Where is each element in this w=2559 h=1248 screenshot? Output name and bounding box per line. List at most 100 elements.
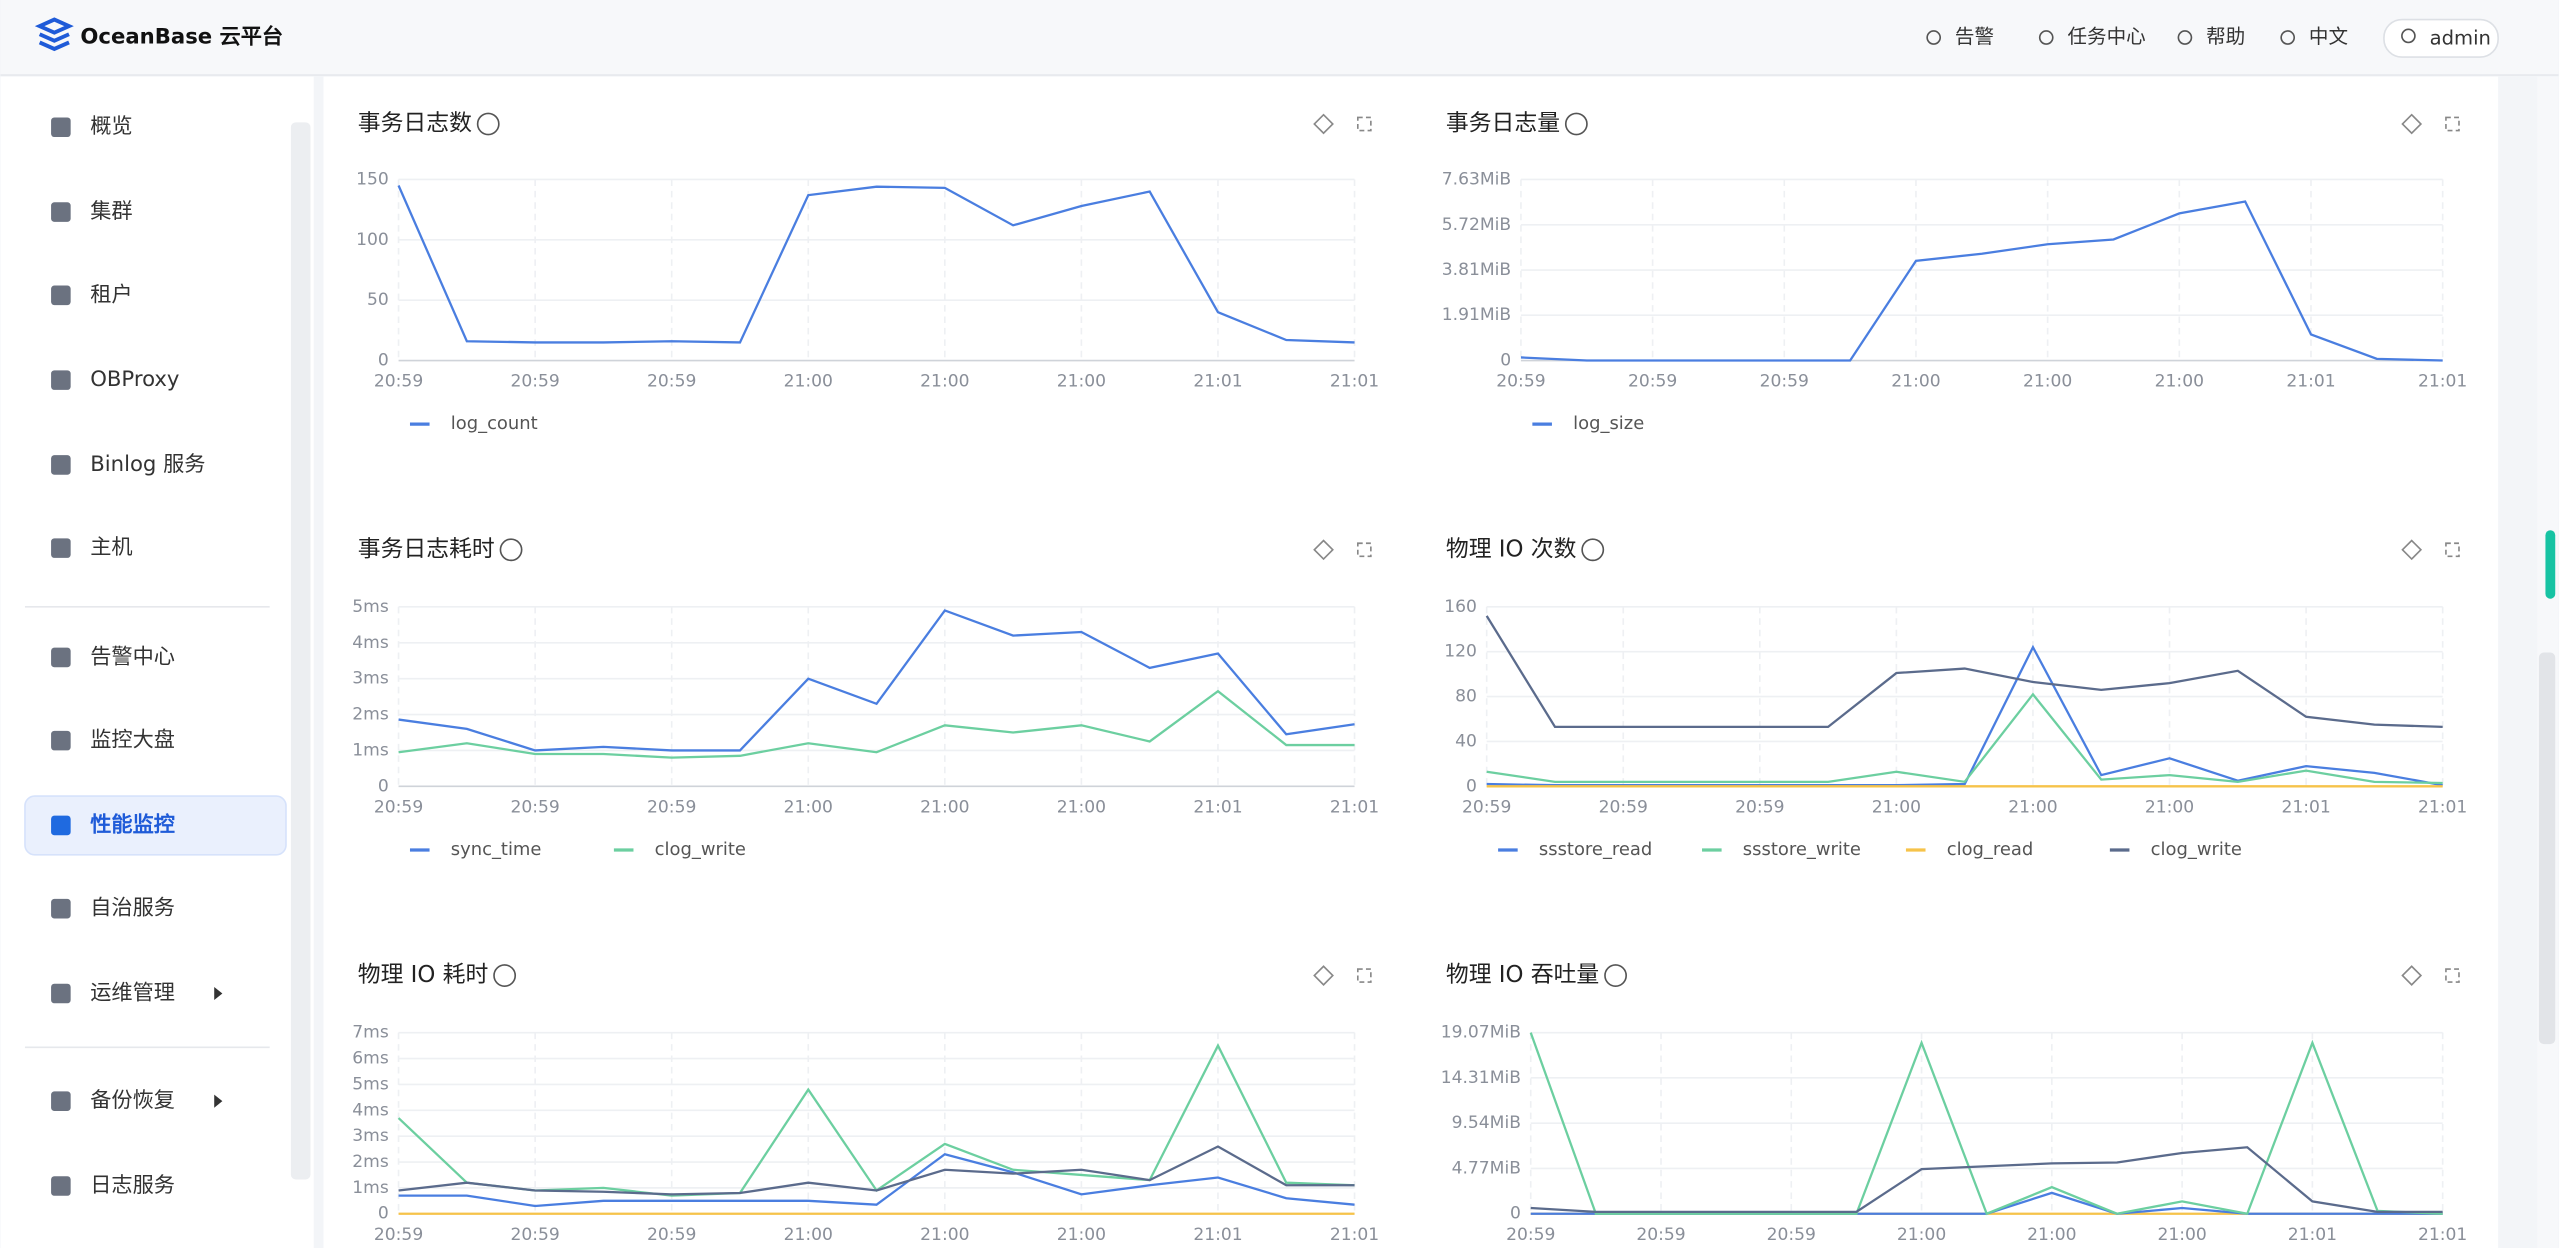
legend-item[interactable]: clog_write bbox=[613, 839, 746, 860]
x-tick-label: 21:00 bbox=[1057, 798, 1106, 818]
header-action[interactable]: 任务中心 bbox=[2038, 25, 2146, 48]
fullscreen-icon[interactable] bbox=[2445, 116, 2460, 132]
nav-icon bbox=[51, 1176, 71, 1196]
legend-label: log_size bbox=[1573, 413, 1644, 434]
drag-icon[interactable] bbox=[2401, 965, 2423, 986]
nav-label: 日志服务 bbox=[90, 1172, 175, 1197]
nav-item[interactable]: 日志服务 bbox=[51, 1172, 175, 1197]
legend-label: ssstore_write bbox=[1743, 839, 1861, 860]
logo[interactable]: OceanBase 云平台 bbox=[34, 17, 283, 52]
y-tick-label: 5.72MiB bbox=[1442, 215, 1511, 235]
legend-label: clog_read bbox=[1947, 839, 2034, 860]
x-tick-label: 21:00 bbox=[1897, 1225, 1946, 1245]
series-line bbox=[398, 1152, 1355, 1208]
x-tick-label: 20:59 bbox=[647, 798, 696, 818]
nav-icon bbox=[51, 117, 71, 138]
side-tab[interactable] bbox=[2545, 530, 2556, 599]
y-tick-label: 100 bbox=[356, 230, 389, 250]
y-tick-label: 1ms bbox=[352, 1178, 389, 1198]
nav-label: 租户 bbox=[90, 281, 132, 306]
y-tick-label: 0 bbox=[1500, 351, 1511, 371]
legend-item[interactable]: sync_time bbox=[409, 839, 542, 860]
help-icon[interactable] bbox=[493, 964, 517, 987]
y-tick-label: 9.54MiB bbox=[1452, 1113, 1521, 1133]
y-tick-label: 80 bbox=[1455, 687, 1477, 707]
help-icon[interactable] bbox=[476, 112, 500, 136]
legend-label: sync_time bbox=[451, 839, 542, 860]
y-tick-label: 0 bbox=[1510, 1204, 1521, 1224]
nav-item[interactable]: OBProxy bbox=[51, 366, 179, 391]
action-label: 告警 bbox=[1955, 25, 1994, 48]
action-icon bbox=[2038, 30, 2054, 45]
nav-item[interactable]: 概览 bbox=[51, 113, 133, 138]
fullscreen-icon[interactable] bbox=[1356, 116, 1372, 132]
nav-icon bbox=[51, 285, 71, 306]
nav-label: Binlog 服务 bbox=[90, 451, 205, 476]
legend-item[interactable]: ssstore_write bbox=[1702, 839, 1861, 860]
fullscreen-icon[interactable] bbox=[2445, 968, 2460, 983]
nav-label: 性能监控 bbox=[90, 811, 175, 836]
x-tick-label: 21:00 bbox=[2023, 372, 2072, 392]
chart: 物理 IO 耗时 0 1ms 2ms 3ms 4ms 5ms 6ms 7ms 20:59 20:59… bbox=[352, 962, 1379, 1245]
x-tick-label: 21:00 bbox=[784, 372, 833, 392]
y-tick-label: 5ms bbox=[352, 597, 389, 617]
nav-label: 运维管理 bbox=[90, 980, 175, 1005]
legend-item[interactable]: clog_read bbox=[1905, 839, 2034, 860]
legend-item[interactable]: log_count bbox=[409, 413, 538, 434]
legend-item[interactable]: ssstore_read bbox=[1498, 839, 1652, 860]
series-line bbox=[398, 689, 1355, 759]
nav-label: 主机 bbox=[90, 534, 132, 559]
y-tick-label: 2ms bbox=[352, 1152, 389, 1172]
legend-item[interactable]: log_size bbox=[1532, 413, 1644, 434]
help-icon[interactable] bbox=[1564, 112, 1588, 136]
drag-icon[interactable] bbox=[2401, 539, 2423, 561]
help-icon[interactable] bbox=[1581, 538, 1605, 562]
x-tick-label: 21:00 bbox=[920, 1225, 969, 1245]
header bbox=[0, 0, 2559, 76]
nav-item[interactable]: 告警中心 bbox=[51, 643, 175, 668]
legend-label: clog_write bbox=[655, 839, 746, 860]
nav-item[interactable]: Binlog 服务 bbox=[51, 451, 205, 476]
chart: 物理 IO 吞吐量 0 4.77MiB 9.54MiB 14.31MiB 19.07MiB… bbox=[1441, 962, 2468, 1245]
y-tick-label: 3ms bbox=[352, 1126, 389, 1146]
x-tick-label: 21:00 bbox=[784, 798, 833, 818]
help-icon[interactable] bbox=[1604, 964, 1627, 987]
x-tick-label: 20:59 bbox=[647, 1225, 696, 1245]
header-action[interactable]: 告警 bbox=[1926, 25, 1994, 48]
legend-item[interactable]: clog_write bbox=[2109, 839, 2242, 860]
chart: 事务日志耗时 0 1ms 2ms 3ms 4ms 5ms 20:59 20:59 20:59 21:… bbox=[352, 536, 1379, 860]
legend-label: clog_write bbox=[2151, 839, 2242, 860]
nav-item[interactable]: 租户 bbox=[51, 281, 133, 306]
scroll-thumb bbox=[2538, 652, 2556, 1045]
nav-item[interactable]: 备份恢复 bbox=[51, 1087, 223, 1112]
x-tick-label: 21:01 bbox=[1193, 798, 1242, 818]
header-action[interactable]: 中文 bbox=[2280, 25, 2348, 48]
drag-icon[interactable] bbox=[1313, 539, 1334, 561]
series-line bbox=[1520, 200, 2443, 362]
drag-icon[interactable] bbox=[1313, 113, 1334, 135]
series-line bbox=[398, 1145, 1355, 1196]
x-tick-label: 21:01 bbox=[1330, 1225, 1379, 1245]
nav-icon bbox=[51, 898, 71, 919]
y-tick-label: 7.63MiB bbox=[1442, 169, 1511, 189]
x-tick-label: 21:01 bbox=[1193, 372, 1242, 392]
x-tick-label: 21:00 bbox=[920, 798, 969, 818]
x-tick-label: 20:59 bbox=[374, 1225, 423, 1245]
drag-icon[interactable] bbox=[2401, 113, 2423, 135]
fullscreen-icon[interactable] bbox=[1356, 968, 1372, 983]
drag-icon[interactable] bbox=[1313, 965, 1334, 986]
action-icon bbox=[2280, 30, 2296, 45]
help-icon[interactable] bbox=[499, 538, 523, 562]
x-tick-label: 21:00 bbox=[2145, 798, 2194, 818]
user-button[interactable] bbox=[2383, 18, 2499, 58]
x-tick-label: 21:00 bbox=[1057, 372, 1106, 392]
x-tick-label: 21:01 bbox=[2418, 372, 2467, 392]
nav-item[interactable]: 运维管理 bbox=[51, 980, 223, 1005]
nav-item[interactable]: 主机 bbox=[51, 534, 133, 559]
nav-item[interactable]: 自治服务 bbox=[51, 895, 175, 920]
nav-item[interactable]: 监控大盘 bbox=[51, 727, 175, 752]
header-action[interactable]: 帮助 bbox=[2177, 25, 2245, 48]
nav-item[interactable]: 性能监控 bbox=[24, 795, 287, 856]
nav-item[interactable]: 集群 bbox=[51, 198, 133, 223]
x-tick-label: 21:00 bbox=[2027, 1225, 2076, 1245]
